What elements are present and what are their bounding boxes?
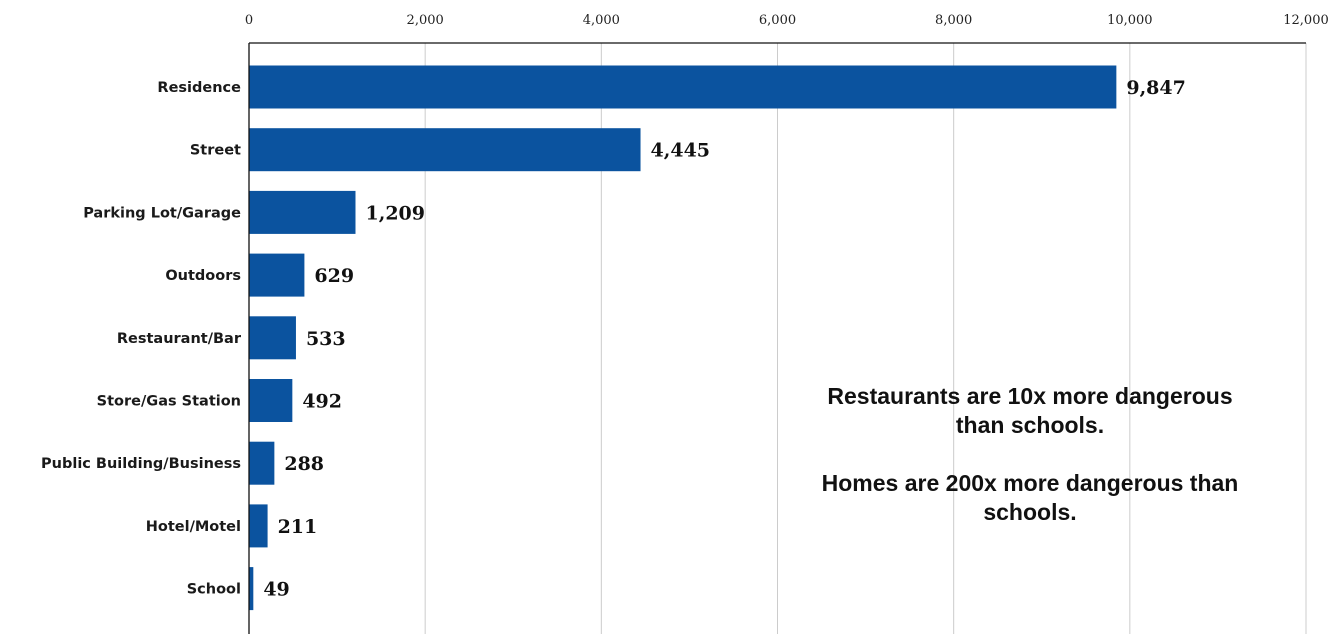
value-label: 4,445 [651,140,711,162]
value-label: 533 [306,328,346,350]
category-label: Hotel/Motel [146,519,241,535]
bar [249,567,254,611]
bar [249,190,356,234]
category-labels: Residence Street Parking Lot/Garage Outdoor… [41,80,242,598]
bars [249,65,1117,611]
value-label: 288 [284,453,324,475]
value-label: 492 [302,391,342,413]
category-label: Store/Gas Station [97,394,241,410]
category-label: Residence [157,80,241,96]
bar [249,253,305,297]
category-label: School [187,582,241,598]
x-tick-label: 0 [245,13,253,28]
value-label: 9,847 [1126,77,1186,99]
bar [249,441,275,485]
x-tick-label: 2,000 [407,13,444,28]
category-label: Outdoors [165,268,241,284]
x-tick-label: 4,000 [583,13,620,28]
x-tick-labels: 0 2,000 4,000 6,000 8,000 10,000 12,000 [245,13,1329,28]
x-tick-label: 12,000 [1283,13,1329,28]
value-label: 211 [278,516,318,538]
bar [249,379,293,422]
x-tick-label: 10,000 [1107,13,1153,28]
value-labels: 9,847 4,445 1,209 629 533 492 288 211 49 [263,77,1186,601]
x-tick-label: 6,000 [759,13,796,28]
category-label: Parking Lot/Garage [83,205,241,221]
chart-annotation: Restaurants are 10x more dangerous than … [812,382,1248,527]
value-label: 49 [263,579,289,601]
annotation-restaurants-vs-schools: Restaurants are 10x more dangerous than … [827,383,1233,438]
bar [249,128,641,172]
bar [249,65,1117,109]
category-label: Restaurant/Bar [117,331,242,347]
x-tick-label: 8,000 [935,13,972,28]
category-label: Street [190,143,241,159]
bar [249,316,296,360]
annotation-homes-vs-schools: Homes are 200x more dangerous than schoo… [821,470,1239,525]
value-label: 1,209 [365,202,425,224]
value-label: 629 [314,265,354,287]
category-label: Public Building/Business [41,456,241,472]
bar [249,504,268,548]
